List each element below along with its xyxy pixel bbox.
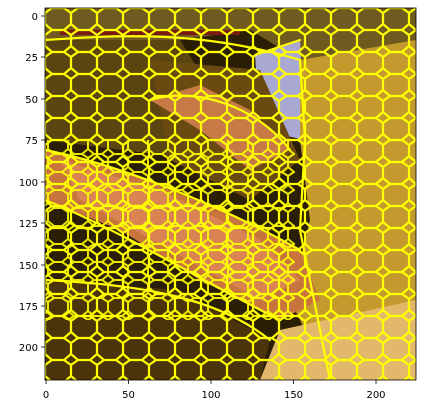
boundary-curve-4	[298, 58, 332, 380]
y-tick-label: 0	[32, 12, 38, 23]
y-tick-label: 125	[19, 219, 38, 230]
segmentation-overlay-fine	[45, 140, 295, 320]
x-tick-label: 0	[43, 390, 49, 401]
x-tick-label: 100	[201, 390, 220, 401]
y-tick-label: 100	[19, 178, 38, 189]
y-tick-label: 50	[25, 95, 38, 106]
x-tick-label: 200	[366, 390, 385, 401]
x-axis: 0 50 100 150 200	[43, 380, 386, 401]
y-tick-label: 175	[19, 302, 38, 313]
x-tick-label: 50	[122, 390, 135, 401]
y-tick-label: 150	[19, 261, 38, 272]
segmented-image	[45, 8, 416, 380]
boundary-curve-1	[45, 35, 302, 62]
x-tick-label: 150	[284, 390, 303, 401]
y-tick-label: 200	[19, 343, 38, 354]
boundary-curve-6	[45, 278, 272, 342]
boundary-curve-2	[45, 148, 302, 252]
axes-frame	[44, 7, 417, 381]
y-tick-label: 25	[25, 53, 38, 64]
y-axis: 0 25 50 75 100 125 150 175 200	[19, 12, 45, 354]
boundary-curve-7	[253, 38, 302, 57]
boundary-curve-5	[148, 94, 292, 152]
boundary-curve-3	[45, 198, 282, 322]
y-tick-label: 75	[25, 136, 38, 147]
